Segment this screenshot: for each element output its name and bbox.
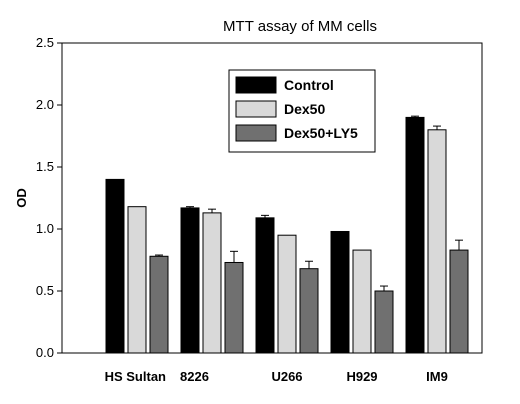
category-label: U266 — [271, 369, 302, 384]
bar-dex50-h929 — [352, 249, 372, 354]
bar-control-u266 — [255, 217, 275, 354]
legend-label: Dex50+LY5 — [284, 125, 358, 141]
legend-swatch — [235, 100, 277, 118]
legend-swatch — [235, 76, 277, 94]
y-tick-label: 2.5 — [36, 35, 54, 50]
y-tick-label: 1.5 — [36, 159, 54, 174]
bar-dex50-ly5-h929 — [374, 290, 394, 354]
bar-dex50-ly5-8226 — [224, 261, 244, 354]
bar-control-h929 — [330, 230, 350, 354]
bar-dex50-im9 — [427, 129, 447, 354]
legend: Control Dex50 Dex50+LY5 — [228, 69, 376, 153]
chart-title: MTT assay of MM cells — [223, 18, 377, 35]
y-axis-label: OD — [14, 188, 29, 208]
legend-label: Dex50 — [284, 101, 325, 117]
category-label: HS Sultan — [105, 369, 166, 384]
bar-dex50-ly5-u266 — [299, 268, 319, 354]
category-label: H929 — [346, 369, 377, 384]
y-tick-label: 0.5 — [36, 283, 54, 298]
y-tick-label: 0.0 — [36, 345, 54, 360]
category-label: IM9 — [426, 369, 448, 384]
bar-control-im9 — [405, 116, 425, 354]
bar-dex50-hs-sultan — [127, 206, 147, 354]
bar-dex50-u266 — [277, 234, 297, 354]
y-tick-label: 1.0 — [36, 221, 54, 236]
legend-label: Control — [284, 77, 334, 93]
bar-dex50-8226 — [202, 212, 222, 354]
bar-control-8226 — [180, 207, 200, 354]
bar-control-hs-sultan — [105, 178, 125, 354]
legend-swatch — [235, 124, 277, 142]
bars — [105, 115, 469, 354]
y-tick-label: 2.0 — [36, 97, 54, 112]
bar-dex50-ly5-hs-sultan — [149, 255, 169, 354]
axes: 0.0 0.5 1.0 1.5 2.0 2.5 OD HS Sultan 8226 U266 H92… — [14, 35, 483, 384]
bar-dex50-ly5-im9 — [449, 249, 469, 354]
category-label: 8226 — [180, 369, 209, 384]
